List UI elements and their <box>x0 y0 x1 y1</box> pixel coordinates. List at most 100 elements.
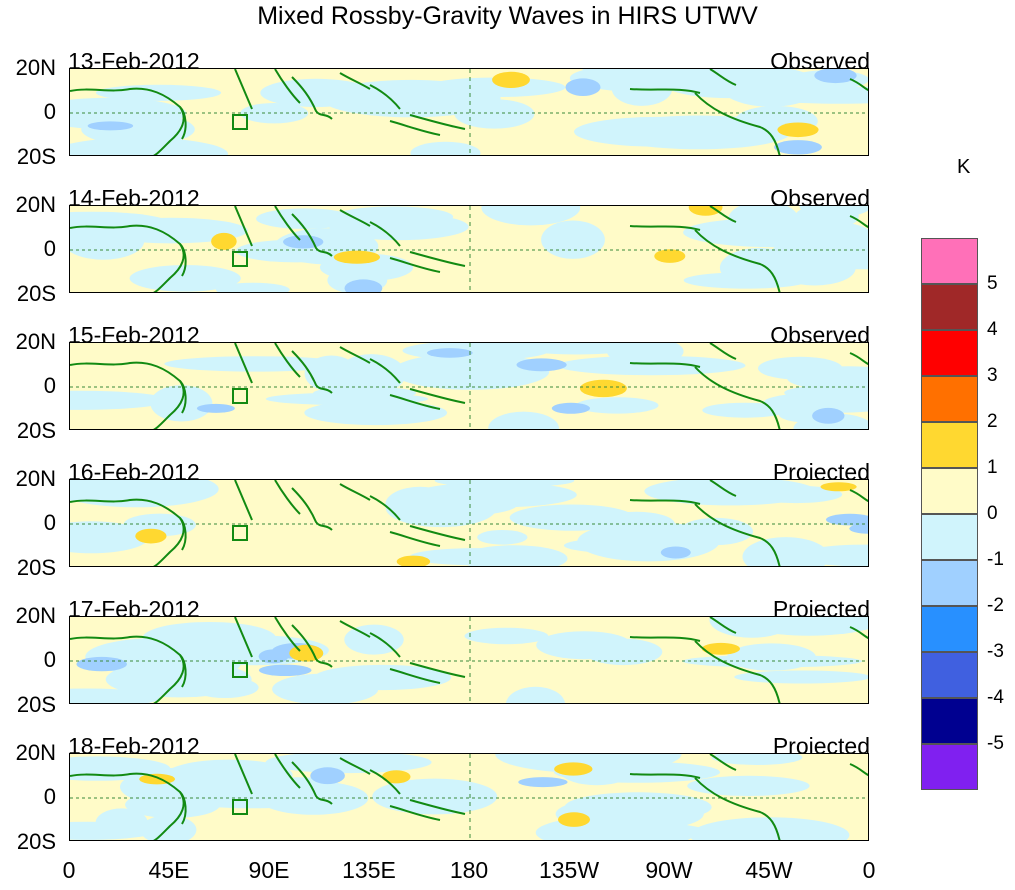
coastline <box>369 84 401 110</box>
negative-anomaly-area <box>505 686 566 703</box>
longitude-label: 45E <box>148 857 190 883</box>
negative-anomaly-area <box>304 400 448 426</box>
map-panel: 13-Feb-2012 Observed 20N 0 20S <box>0 48 880 194</box>
negative-anomaly-area <box>679 517 753 546</box>
negative-anomaly-area <box>731 617 868 636</box>
negative-anomaly-area <box>576 397 659 414</box>
coastline <box>369 769 401 795</box>
anomaly-map <box>69 479 869 567</box>
latitude-label: 0 <box>43 373 56 398</box>
strong-anomaly-area <box>76 656 127 672</box>
map-panel: 16-Feb-2012 Projected 20N 0 20S <box>0 459 880 605</box>
negative-anomaly-area <box>70 480 211 498</box>
strong-anomaly-area <box>812 407 845 424</box>
negative-anomaly-area <box>799 206 868 218</box>
latitude-label: 20N <box>15 329 56 354</box>
legend-swatch <box>921 376 978 422</box>
legend-swatch <box>921 698 978 744</box>
region-box <box>232 525 248 541</box>
coastline <box>274 480 301 515</box>
strong-anomaly-area <box>139 773 175 785</box>
coastline <box>389 120 441 136</box>
negative-anomaly-area <box>683 272 809 289</box>
negative-anomaly-area <box>260 78 373 107</box>
region-box <box>232 251 248 267</box>
legend-swatch <box>921 284 978 330</box>
coastline <box>389 531 441 547</box>
map-panel: 18-Feb-2012 Projected 20N 0 20S <box>0 733 880 879</box>
negative-anomaly-area <box>129 265 241 292</box>
strong-anomaly-area <box>426 348 473 358</box>
latitude-label: 0 <box>43 236 56 261</box>
latitude-label: 20N <box>15 466 56 491</box>
anomaly-map <box>69 616 869 704</box>
latitude-label: 0 <box>43 784 56 809</box>
coastline <box>234 617 253 658</box>
negative-anomaly-area <box>70 688 160 703</box>
strong-anomaly-area <box>518 777 568 788</box>
coastline <box>629 499 701 505</box>
longitude-label: 90E <box>248 857 290 883</box>
coastline <box>369 358 401 384</box>
latitude-label: 20S <box>16 829 56 854</box>
negative-anomaly-area <box>424 491 519 515</box>
latitude-label: 0 <box>43 510 56 535</box>
coastline <box>274 617 301 652</box>
coastline <box>291 487 333 531</box>
coastline <box>274 206 301 241</box>
negative-anomaly-area <box>392 353 550 390</box>
coastline <box>849 352 868 366</box>
coastline <box>339 757 371 775</box>
latitude-label: 20S <box>16 144 56 169</box>
latitude-label: 20N <box>15 55 56 80</box>
coastline <box>709 69 737 86</box>
coastline <box>709 343 737 360</box>
anomaly-map <box>69 68 869 156</box>
coastline <box>291 761 333 805</box>
coastline <box>369 221 401 247</box>
longitude-label: 180 <box>449 857 489 883</box>
strong-anomaly-area <box>289 644 324 662</box>
latitude-label: 20N <box>15 740 56 765</box>
latitude-label: 20S <box>16 692 56 717</box>
coastline <box>179 791 187 825</box>
strong-anomaly-area <box>196 403 235 413</box>
coastline <box>291 213 333 257</box>
negative-anomaly-area <box>372 778 498 815</box>
coastline <box>291 350 333 394</box>
coastline <box>629 362 701 368</box>
negative-anomaly-area <box>564 792 712 822</box>
negative-anomaly-area <box>477 530 528 545</box>
strong-anomaly-area <box>774 140 822 155</box>
coastline <box>694 229 781 292</box>
coastline <box>849 78 868 92</box>
strong-anomaly-area <box>333 250 380 264</box>
coastline <box>339 483 371 501</box>
longitude-label: 90W <box>645 857 693 883</box>
legend-swatch <box>921 422 978 468</box>
negative-anomaly-area <box>557 355 746 376</box>
negative-anomaly-area <box>488 411 559 429</box>
strong-anomaly-area <box>814 69 857 84</box>
negative-anomaly-area <box>120 654 220 691</box>
anomaly-map-svg <box>70 617 868 703</box>
negative-anomaly-area <box>536 631 633 660</box>
negative-anomaly-area <box>728 206 799 239</box>
negative-anomaly-area <box>711 754 803 765</box>
strong-anomaly-area <box>344 279 383 292</box>
latitude-label: 20S <box>16 555 56 580</box>
strong-anomaly-area <box>396 555 431 566</box>
coastline <box>709 754 737 771</box>
strong-anomaly-area <box>820 482 857 492</box>
region-box <box>232 662 248 678</box>
negative-anomaly-area <box>736 646 810 665</box>
coastline <box>339 620 371 638</box>
coastline <box>369 495 401 521</box>
legend-unit: K <box>957 156 971 178</box>
negative-anomaly-area <box>541 220 605 259</box>
coastline <box>179 654 187 688</box>
anomaly-map <box>69 753 869 841</box>
coastline <box>709 480 737 497</box>
strong-anomaly-area <box>849 523 868 534</box>
legend-tick-label: -2 <box>987 595 1004 616</box>
